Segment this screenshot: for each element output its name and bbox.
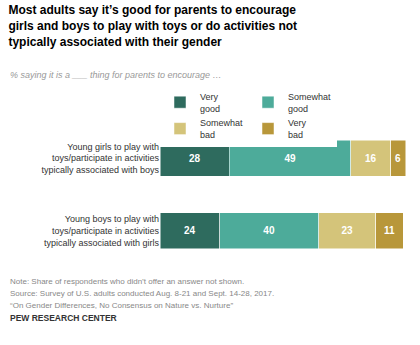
- svg-text:Source: Survey of U.S. adults: Source: Survey of U.S. adults conducted …: [10, 289, 274, 298]
- svg-text:Most adults say it’s good for: Most adults say it’s good for parents to…: [8, 3, 297, 48]
- svg-text:Somewhatbad: Somewhatbad: [200, 118, 243, 140]
- svg-text:6: 6: [395, 153, 401, 164]
- svg-text:11: 11: [384, 225, 395, 236]
- svg-text:24: 24: [184, 225, 196, 236]
- svg-text:Young boys to play withtoys/pa: Young boys to play withtoys/participate …: [44, 214, 160, 247]
- svg-text:“On Gender Differences, No Con: “On Gender Differences, No Consensus on …: [10, 301, 233, 310]
- svg-text:40: 40: [263, 225, 275, 236]
- svg-text:Note: Share of respondents who: Note: Share of respondents who didn’t of…: [10, 277, 244, 286]
- svg-text:Verygood: Verygood: [200, 92, 220, 114]
- svg-text:% saying it is a ___ thing for: % saying it is a ___ thing for parents t…: [10, 70, 222, 80]
- svg-text:23: 23: [341, 225, 353, 236]
- svg-text:Verybad: Verybad: [288, 118, 307, 140]
- svg-text:Somewhatgood: Somewhatgood: [288, 92, 331, 114]
- svg-text:PEW RESEARCH CENTER: PEW RESEARCH CENTER: [10, 313, 117, 323]
- svg-text:Young girls to play withtoys/p: Young girls to play withtoys/participate…: [41, 142, 159, 175]
- svg-text:49: 49: [284, 153, 296, 164]
- svg-text:16: 16: [365, 153, 377, 164]
- svg-text:28: 28: [189, 153, 201, 164]
